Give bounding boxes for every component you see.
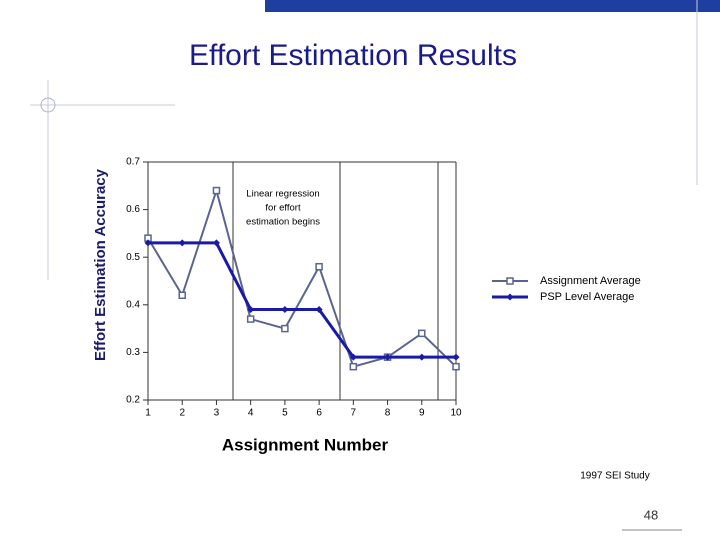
x-tick-label: 3 [214,408,220,419]
annotation-line: for effort [265,203,301,214]
header-bar [265,0,720,12]
point [315,306,323,314]
x-axis-label: Assignment Number [222,435,389,454]
x-tick-label: 7 [351,408,357,419]
source-note: 1997 SEI Study [580,471,650,482]
point [384,353,392,361]
x-tick-label: 4 [248,408,254,419]
legend-label: PSP Level Average [540,291,634,303]
point [178,239,186,247]
point [212,186,221,195]
point [212,239,220,247]
y-tick-label: 0.5 [126,252,140,263]
legend-marker [506,293,514,301]
x-tick-label: 10 [450,408,462,419]
legend-marker [506,277,514,285]
annotation-line: Linear regression [246,189,319,200]
point [178,291,186,300]
x-tick-label: 8 [385,408,391,419]
x-tick-label: 6 [316,408,322,419]
point [349,362,358,371]
point [452,353,460,361]
point [418,329,426,338]
annotation-line: estimation begins [246,217,320,228]
legend-label: Assignment Average [540,275,641,287]
y-tick-label: 0.7 [126,157,140,168]
x-tick-label: 1 [145,408,151,419]
x-tick-label: 2 [179,408,185,419]
point [281,306,289,314]
point [246,315,255,323]
annotation: Linear regression for effort estimation … [246,189,320,228]
chart-title: Effort Estimation Results [189,39,517,72]
x-tick-label: 9 [419,408,425,419]
point [452,362,460,371]
point [144,239,152,247]
y-tick-label: 0.3 [126,347,140,358]
point [315,262,323,271]
point [418,353,426,361]
series-line [148,241,456,359]
point [349,353,357,361]
y-tick-label: 0.4 [126,299,140,310]
y-axis-label: Effort Estimation Accuracy [92,168,109,361]
y-tick-label: 0.6 [126,204,140,215]
point [247,306,255,314]
decor-circle [40,97,56,113]
x-tick-label: 5 [282,408,288,419]
slide-number: 48 [644,507,658,522]
point [281,324,289,333]
y-tick-label: 0.2 [126,395,140,406]
